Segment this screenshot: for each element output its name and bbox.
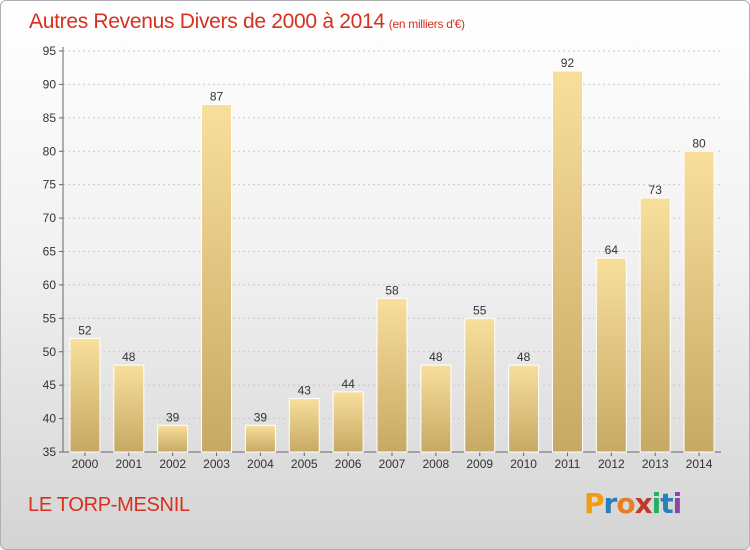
bar-value-label: 55 [473, 303, 487, 317]
x-tick-label: 2000 [72, 457, 99, 471]
bar-value-label: 73 [649, 183, 663, 197]
x-tick-label: 2005 [291, 457, 318, 471]
y-tick-label: 85 [43, 111, 57, 125]
bar-value-label: 64 [605, 243, 619, 257]
bars [69, 70, 715, 453]
x-tick-label: 2004 [247, 457, 274, 471]
chart-subtitle: (en milliers d'€) [388, 17, 465, 31]
y-tick-label: 75 [43, 178, 57, 192]
bar-value-label: 48 [429, 350, 443, 364]
y-tick-label: 70 [43, 211, 57, 225]
chart-title: Autres Revenus Divers de 2000 à 2014 (en … [29, 10, 465, 34]
place-name: LE TORP-MESNIL [28, 494, 190, 516]
proxiti-logo[interactable]: Proxiti [584, 487, 683, 520]
bar[interactable] [244, 424, 276, 453]
x-tick-label: 2006 [335, 457, 362, 471]
axes: 35 40 45 50 55 60 65 70 75 80 85 90 95 2000 2001 2002 20… [43, 44, 721, 471]
y-tick-label: 90 [43, 77, 57, 91]
bar[interactable] [69, 337, 101, 453]
bar-value-label: 43 [298, 384, 312, 398]
bar[interactable] [113, 364, 145, 453]
x-tick-label: 2002 [159, 457, 186, 471]
x-tick-label: 2008 [423, 457, 450, 471]
bar[interactable] [288, 398, 320, 453]
logo-letter: o [616, 487, 635, 520]
logo-letter: x [634, 487, 653, 520]
logo-letter: i [651, 487, 662, 520]
x-tick-label: 2007 [379, 457, 406, 471]
bar-value-label: 48 [517, 350, 531, 364]
bar[interactable] [508, 364, 540, 453]
y-tick-label: 80 [43, 144, 57, 158]
bar[interactable] [201, 103, 233, 453]
x-tick-label: 2011 [555, 457, 581, 471]
title-text: Autres Revenus Divers de 2000 à 2014 [29, 10, 385, 33]
bar[interactable] [332, 391, 364, 453]
bar[interactable] [551, 70, 583, 453]
y-tick-label: 65 [43, 245, 57, 259]
bar-value-label: 39 [254, 410, 268, 424]
bar-value-label: 44 [341, 377, 355, 391]
bar-value-label: 39 [166, 410, 180, 424]
y-tick-label: 95 [43, 44, 57, 58]
x-tick-label: 2009 [466, 457, 493, 471]
bar[interactable] [639, 197, 671, 453]
bar[interactable] [376, 297, 408, 453]
y-tick-label: 35 [43, 445, 57, 459]
x-tick-label: 2014 [686, 457, 713, 471]
bar-value-label: 48 [122, 350, 136, 364]
logo-letter: r [603, 487, 618, 520]
bar[interactable] [683, 150, 715, 453]
bar-value-label: 92 [561, 56, 575, 70]
x-tick-label: 2010 [510, 457, 537, 471]
bar[interactable] [595, 257, 627, 453]
bar-value-label: 87 [210, 89, 224, 103]
bar-value-label: 80 [692, 136, 706, 150]
y-tick-label: 55 [43, 311, 57, 325]
bar-value-label: 52 [78, 323, 92, 337]
x-tick-label: 2012 [598, 457, 625, 471]
logo-letter: i [672, 487, 683, 520]
bar[interactable] [157, 424, 189, 453]
y-tick-label: 40 [43, 412, 57, 426]
y-tick-label: 50 [43, 345, 57, 359]
y-tick-label: 45 [43, 378, 57, 392]
bar-value-label: 58 [385, 283, 399, 297]
x-tick-label: 2001 [115, 457, 142, 471]
bar[interactable] [420, 364, 452, 453]
data-labels: 52 48 39 87 39 43 44 58 48 55 48 92 64 73 80 [78, 56, 706, 424]
x-tick-label: 2013 [642, 457, 669, 471]
x-tick-label: 2003 [203, 457, 230, 471]
logo-letter: t [660, 487, 673, 520]
logo-letter: P [584, 487, 605, 520]
bar[interactable] [464, 317, 496, 453]
y-tick-label: 60 [43, 278, 57, 292]
